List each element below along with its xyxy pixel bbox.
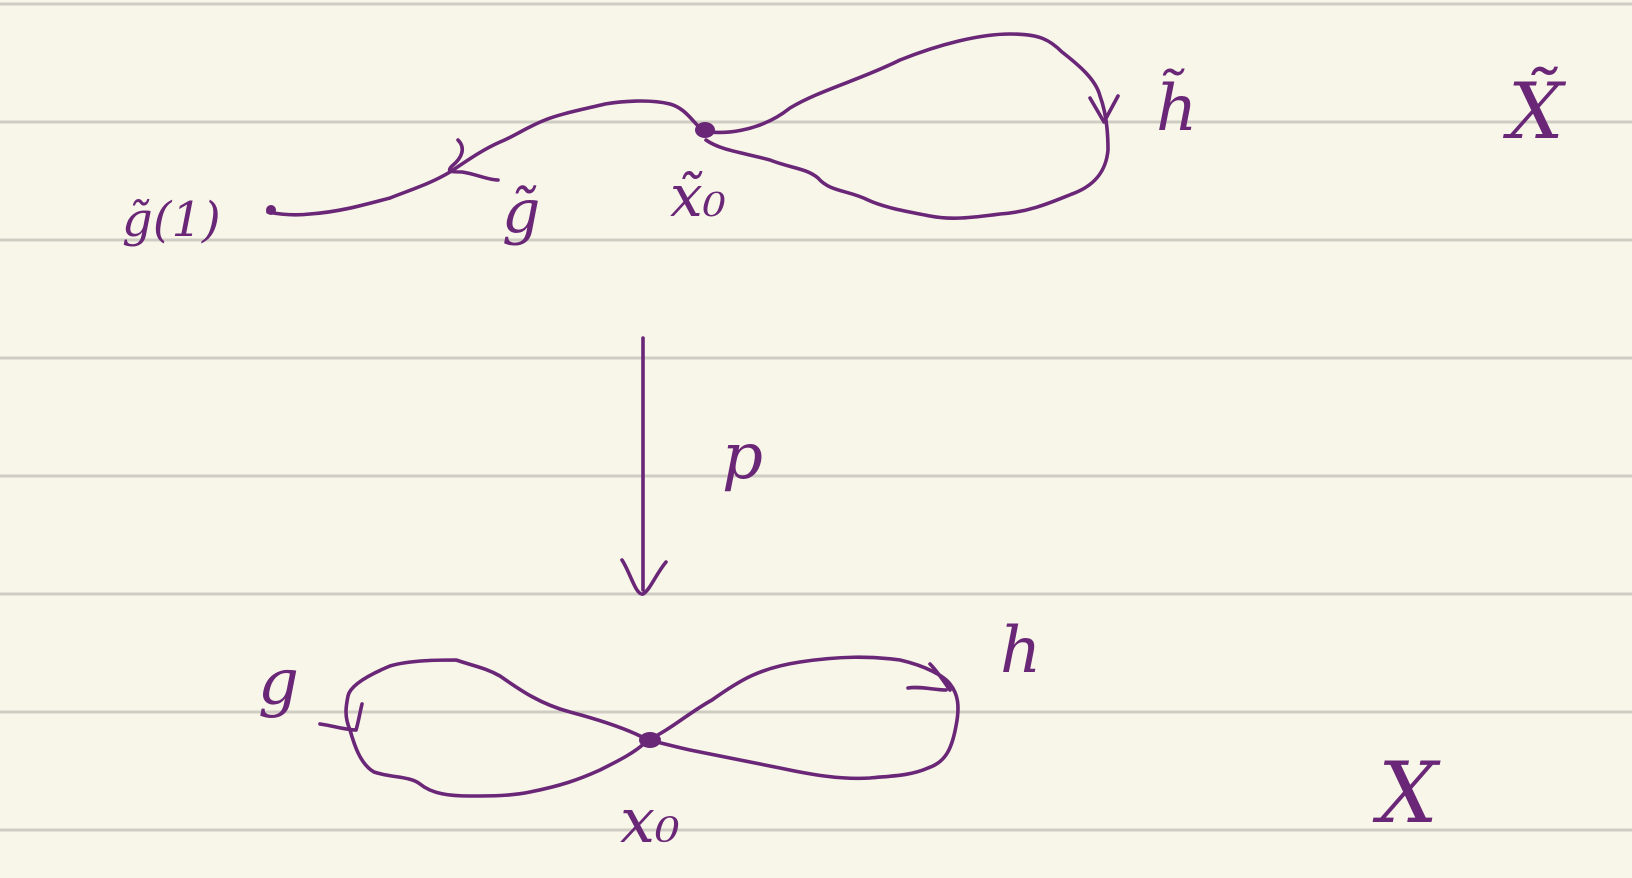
path-endpoint-label: g̃(1) (122, 192, 221, 248)
loop-h-arrow (906, 662, 952, 692)
lifted-basepoint-label: x̃₀ (670, 162, 726, 230)
base-space-label: X (1372, 744, 1441, 842)
basepoint-label: x₀ (620, 784, 680, 857)
path-endpoint-dot (266, 205, 276, 215)
lifted-path-g-label: g̃ (502, 177, 540, 247)
loop-h (646, 655, 960, 781)
loop-g (344, 658, 650, 798)
lifted-loop-h-label: h̃ (1156, 69, 1197, 146)
projection-arrow-head (620, 558, 668, 596)
lifted-path-g (266, 99, 702, 217)
ruled-lines (0, 2, 1632, 832)
lifted-basepoint-dot (695, 122, 715, 138)
covering-space-label: X̃ (1502, 65, 1567, 157)
lifted-path-g-arrow (447, 138, 500, 182)
lifted-loop-h-arrow (1088, 94, 1120, 124)
projection-label: p (722, 420, 763, 494)
loop-h-label: h (1000, 614, 1041, 688)
loop-g-arrow (318, 702, 364, 732)
loop-g-label: g (258, 646, 299, 720)
lifted-loop-h (698, 32, 1110, 220)
basepoint-dot (639, 732, 661, 748)
